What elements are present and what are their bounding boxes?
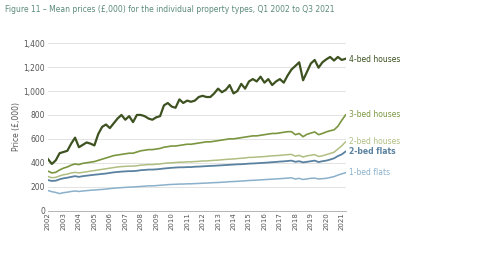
Text: 2-bed houses: 2-bed houses: [349, 137, 401, 146]
Text: 2-bed flats: 2-bed flats: [349, 147, 396, 156]
Text: 4-bed houses: 4-bed houses: [349, 55, 401, 64]
Text: 1-bed flats: 1-bed flats: [349, 168, 391, 177]
Text: Figure 11 – Mean prices (£,000) for the individual property types, Q1 2002 to Q3: Figure 11 – Mean prices (£,000) for the …: [5, 5, 334, 14]
Y-axis label: Price (£,000): Price (£,000): [12, 102, 21, 151]
Text: 3-bed houses: 3-bed houses: [349, 110, 401, 119]
